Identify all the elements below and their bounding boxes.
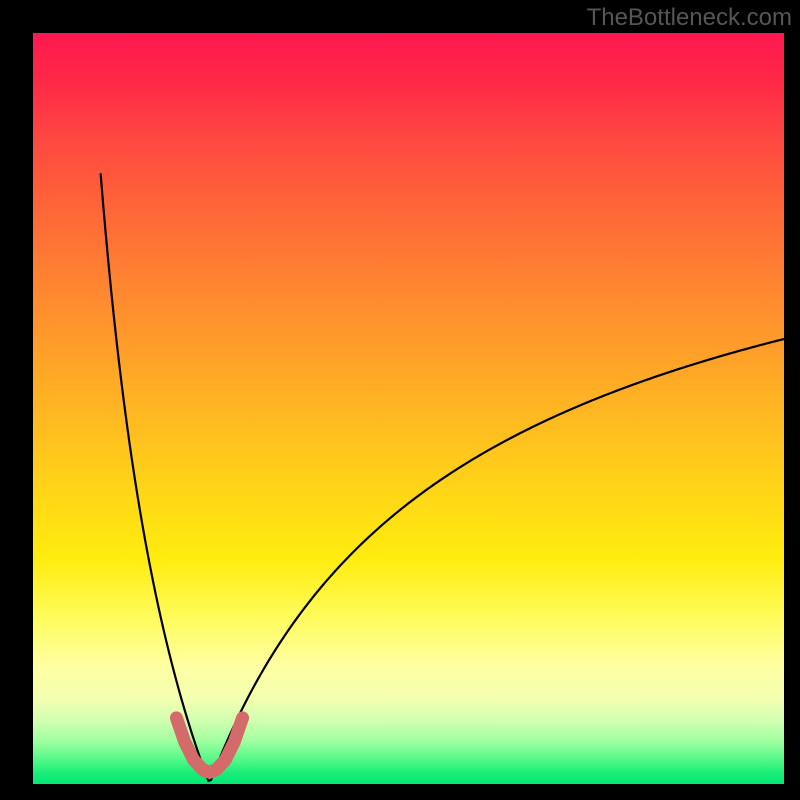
watermark-text: TheBottleneck.com: [587, 4, 792, 32]
bottleneck-curve-chart: [0, 0, 800, 800]
plot-background-gradient: [33, 33, 784, 784]
chart-container: TheBottleneck.com: [0, 0, 800, 800]
